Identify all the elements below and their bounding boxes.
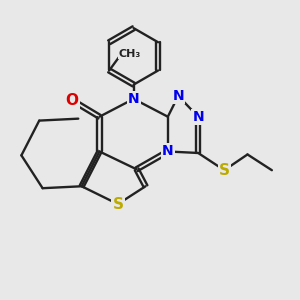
Text: N: N (172, 89, 184, 103)
Text: CH₃: CH₃ (119, 49, 141, 58)
Text: S: S (112, 196, 123, 211)
Text: N: N (162, 145, 174, 158)
Text: N: N (192, 110, 204, 124)
Text: O: O (65, 93, 78, 108)
Text: S: S (219, 163, 230, 178)
Text: N: N (128, 92, 140, 106)
